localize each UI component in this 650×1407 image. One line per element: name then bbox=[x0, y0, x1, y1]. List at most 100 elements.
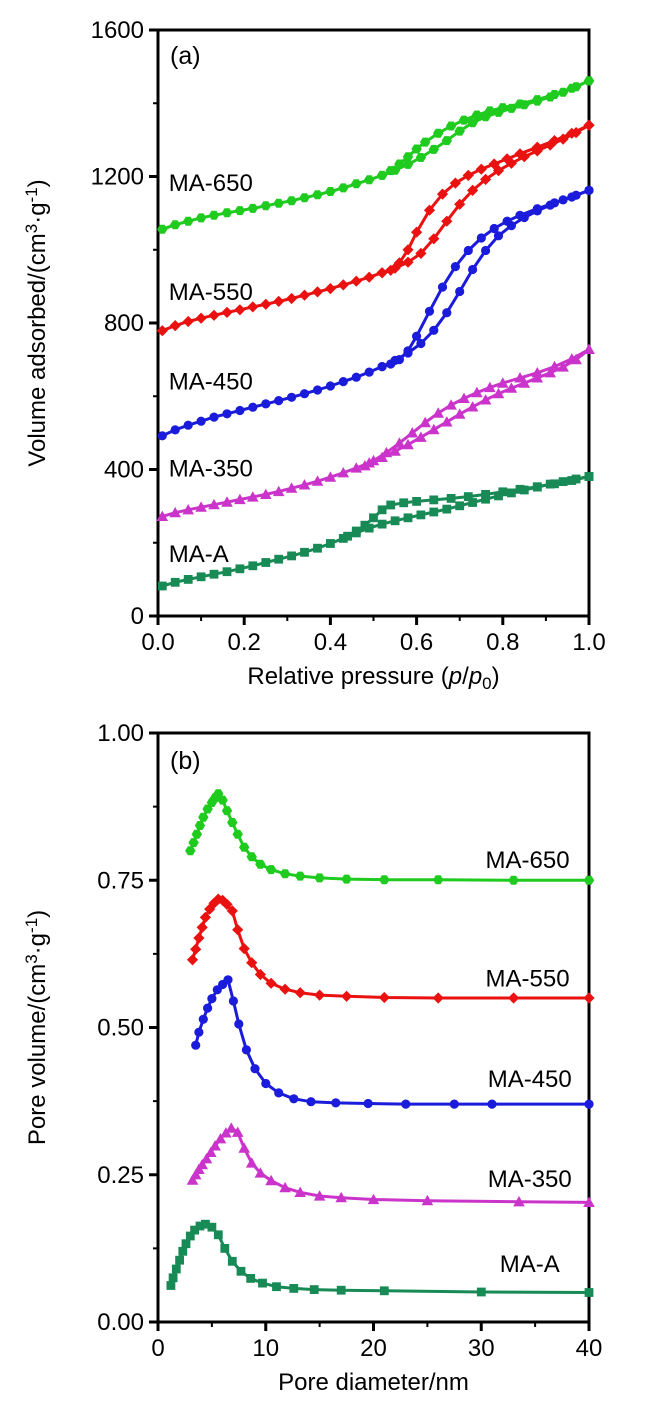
data-point-triangle bbox=[225, 1122, 238, 1133]
data-point-diamond bbox=[501, 153, 513, 165]
data-point-triangle bbox=[195, 501, 207, 512]
data-point-square bbox=[377, 505, 387, 515]
data-point-hexagon bbox=[458, 115, 470, 125]
series-label-MA-350: MA-350 bbox=[169, 455, 253, 482]
data-point-diamond bbox=[234, 304, 246, 316]
data-point-triangle bbox=[406, 427, 419, 438]
data-point-hexagon bbox=[385, 166, 396, 176]
data-point-square bbox=[412, 497, 421, 506]
data-point-triangle bbox=[313, 1190, 326, 1201]
data-point-circle bbox=[289, 1094, 299, 1104]
y-tick-label: 1.00 bbox=[97, 720, 144, 747]
series-MA-650 bbox=[185, 789, 595, 885]
data-point-diamond bbox=[254, 968, 266, 981]
data-point-hexagon bbox=[454, 126, 465, 136]
data-point-hexagon bbox=[255, 859, 266, 869]
data-point-square bbox=[209, 569, 219, 579]
x-tick-label: 10 bbox=[252, 1335, 279, 1362]
data-point-circle bbox=[203, 1003, 213, 1013]
data-point-circle bbox=[222, 409, 232, 419]
data-point-diamond bbox=[449, 177, 461, 189]
data-point-triangle bbox=[294, 1186, 306, 1197]
data-point-circle bbox=[241, 1045, 251, 1055]
data-point-circle bbox=[429, 325, 439, 335]
data-point-hexagon bbox=[247, 203, 258, 213]
data-point-circle bbox=[351, 372, 361, 382]
data-point-circle bbox=[183, 420, 193, 430]
data-point-hexagon bbox=[514, 99, 526, 109]
data-point-square bbox=[360, 520, 370, 530]
data-point-diamond bbox=[169, 320, 181, 332]
data-point-square bbox=[416, 510, 426, 520]
data-point-triangle bbox=[254, 1167, 267, 1178]
data-point-square bbox=[313, 543, 322, 553]
data-point-square bbox=[171, 1264, 181, 1274]
data-point-square bbox=[379, 1286, 389, 1296]
data-point-circle bbox=[449, 1099, 459, 1109]
data-point-hexagon bbox=[420, 137, 431, 147]
data-point-triangle bbox=[367, 454, 380, 466]
data-point-triangle bbox=[272, 485, 285, 497]
data-point-square bbox=[190, 1225, 199, 1235]
data-point-diamond bbox=[265, 977, 277, 989]
data-point-square bbox=[287, 551, 296, 561]
data-point-hexagon bbox=[351, 179, 362, 189]
data-point-circle bbox=[558, 195, 568, 205]
data-point-triangle bbox=[260, 488, 272, 499]
data-point-triangle bbox=[337, 467, 350, 478]
data-point-hexagon bbox=[157, 224, 168, 234]
data-point-hexagon bbox=[312, 190, 323, 200]
data-point-triangle bbox=[205, 1146, 217, 1157]
y-tick-label: 1200 bbox=[91, 164, 144, 191]
data-point-triangle bbox=[335, 1191, 347, 1203]
data-point-square bbox=[185, 1231, 195, 1241]
data-point-circle bbox=[493, 231, 504, 241]
x-tick-label: 0.0 bbox=[141, 629, 174, 656]
data-point-triangle bbox=[214, 1133, 227, 1144]
data-point-circle bbox=[394, 355, 404, 365]
data-point-hexagon bbox=[217, 795, 228, 805]
data-point-circle bbox=[235, 405, 245, 416]
data-point-hexagon bbox=[402, 159, 414, 169]
data-point-diamond bbox=[217, 894, 229, 906]
data-point-circle bbox=[234, 1019, 244, 1029]
y-tick-label: 0.75 bbox=[97, 867, 144, 894]
data-point-diamond bbox=[260, 298, 272, 310]
data-point-circle bbox=[424, 306, 435, 316]
data-point-square bbox=[377, 519, 387, 529]
data-point-circle bbox=[455, 286, 465, 297]
data-point-circle bbox=[476, 233, 486, 243]
data-point-diamond bbox=[186, 954, 199, 966]
data-point-square bbox=[170, 577, 180, 587]
data-point-triangle bbox=[484, 381, 496, 393]
data-point-hexagon bbox=[183, 216, 194, 226]
data-point-square bbox=[261, 558, 271, 567]
data-point-hexagon bbox=[295, 871, 306, 881]
series-label-MA-550: MA-550 bbox=[169, 279, 253, 306]
data-point-hexagon bbox=[566, 83, 577, 93]
data-point-triangle bbox=[245, 1157, 258, 1168]
data-point-hexagon bbox=[506, 103, 517, 113]
data-point-hexagon bbox=[273, 198, 284, 208]
data-point-triangle bbox=[441, 416, 453, 427]
data-point-diamond bbox=[232, 924, 244, 936]
data-point-circle bbox=[549, 198, 560, 208]
data-point-circle bbox=[250, 1064, 260, 1074]
data-point-circle bbox=[191, 1040, 201, 1050]
data-point-circle bbox=[363, 1098, 373, 1109]
data-point-diamond bbox=[548, 135, 561, 147]
data-point-triangle bbox=[324, 471, 337, 482]
data-point-diamond bbox=[566, 127, 578, 139]
data-point-diamond bbox=[583, 119, 595, 131]
data-point-square bbox=[351, 526, 361, 536]
data-point-circle bbox=[299, 389, 310, 399]
data-point-hexagon bbox=[185, 846, 196, 856]
data-point-triangle bbox=[531, 367, 544, 378]
data-point-diamond bbox=[389, 262, 401, 274]
data-point-square bbox=[336, 1285, 346, 1295]
data-point-triangle bbox=[367, 1193, 380, 1205]
data-point-hexagon bbox=[364, 175, 375, 185]
data-point-square bbox=[326, 539, 335, 548]
y-tick-label: 0.50 bbox=[97, 1015, 144, 1042]
data-point-circle bbox=[403, 346, 413, 356]
